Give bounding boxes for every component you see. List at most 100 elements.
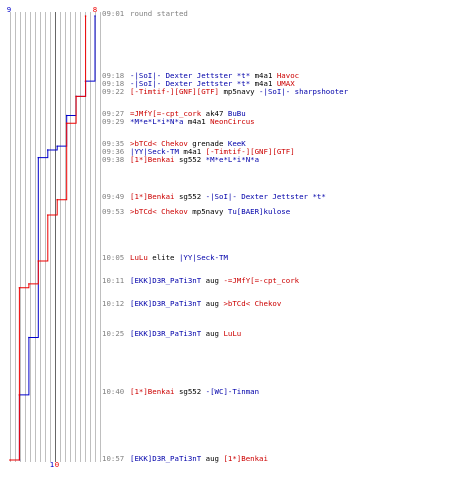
weapon-name: m4a1	[250, 71, 277, 80]
log-entry: 10:11 [EKK]D3R_PaTi3nT aug -=JMfY[=-cpt_c…	[102, 276, 300, 285]
log-message: LuLu elite |YY|Seck-TM	[130, 253, 228, 262]
player-name: [1*]Benkai	[130, 387, 175, 396]
red-team-score-line	[10, 16, 87, 461]
player-name: [1*]Benkai	[223, 454, 268, 463]
log-message: [1*]Benkai sg552 -|SoI|- Dexter Jettster…	[130, 192, 326, 201]
log-entry: 09:53 >bTCd< Chekov mp5navy Tu[BAER]kulos…	[102, 207, 291, 216]
player-name: =JMfY[=-cpt_cork	[130, 109, 202, 118]
log-timestamp: 10:25	[102, 329, 124, 338]
blue-score-point	[65, 114, 68, 117]
log-timestamp: 09:18	[102, 71, 124, 80]
player-name: [1*]Benkai	[130, 155, 175, 164]
log-message: >bTCd< Chekov mp5navy Tu[BAER]kulose	[130, 207, 291, 216]
red-score-point	[84, 15, 87, 17]
log-timestamp: 10:11	[102, 276, 124, 285]
log-entry: 09:18 -|SoI|- Dexter Jettster *t* m4a1 UM…	[102, 79, 295, 88]
log-entry: 10:57 [EKK]D3R_PaTi3nT aug [1*]Benkai	[102, 454, 268, 463]
log-entry: 09:49 [1*]Benkai sg552 -|SoI|- Dexter Jet…	[102, 192, 326, 201]
weapon-name: mp5navy	[219, 87, 259, 96]
player-name: |YY|Seck-TM	[130, 147, 179, 156]
log-message: [1*]Benkai sg552 *M*e*L*i*N*a	[130, 155, 259, 164]
log-timestamp: 09:35	[102, 139, 124, 148]
log-entry: 09:38 [1*]Benkai sg552 *M*e*L*i*N*a	[102, 155, 259, 164]
red-score-point	[9, 459, 11, 461]
player-name: *M*e*L*i*N*a	[130, 117, 183, 126]
log-timestamp: 09:01	[102, 9, 124, 18]
log-entry: 10:05 LuLu elite |YY|Seck-TM	[102, 253, 228, 262]
weapon-name: grenade	[188, 139, 228, 148]
weapon-name: sg552	[175, 155, 206, 164]
log-message: [1*]Benkai sg552 -[WC]-Tinman	[130, 387, 259, 396]
log-timestamp: 09:49	[102, 192, 124, 201]
red-score-point	[75, 95, 77, 98]
player-name: NeonCircus	[210, 117, 255, 126]
player-name: Tu[BAER]kulose	[228, 207, 291, 216]
blue-score-point	[94, 15, 96, 17]
log-entry: 09:27 =JMfY[=-cpt_cork ak47 BuBu	[102, 109, 246, 118]
weapon-name: mp5navy	[188, 207, 228, 216]
weapon-name: m4a1	[183, 117, 210, 126]
player-name: -|SoI|- Dexter Jettster *t*	[130, 71, 250, 80]
weapon-name: aug	[201, 276, 223, 285]
player-name: *M*e*L*i*N*a	[206, 155, 259, 164]
weapon-name: sg552	[175, 192, 206, 201]
blue-score-point	[56, 145, 59, 147]
weapon-name: ak47	[201, 109, 228, 118]
log-entry: 09:29 *M*e*L*i*N*a m4a1 NeonCircus	[102, 117, 255, 126]
log-entry: 10:25 [EKK]D3R_PaTi3nT aug LuLu	[102, 329, 241, 338]
player-name: >bTCd< Chekov	[130, 139, 188, 148]
log-timestamp: 09:53	[102, 207, 124, 216]
red-end-score: 0	[55, 460, 59, 469]
red-score-point	[37, 260, 40, 262]
weapon-name: aug	[201, 299, 223, 308]
player-name: [EKK]D3R_PaTi3nT	[130, 454, 202, 463]
player-name: Havoc	[277, 71, 299, 80]
log-timestamp: 10:12	[102, 299, 124, 308]
red-start-score: 8	[93, 5, 97, 14]
player-name: -|SoI|- Dexter Jettster *t*	[130, 79, 250, 88]
log-entry: 10:12 [EKK]D3R_PaTi3nT aug >bTCd< Chekov	[102, 299, 282, 308]
log-entry: 09:36 |YY|Seck-TM m4a1 [-Timtif-][GNF][GT…	[102, 147, 295, 156]
log-message: round started	[130, 9, 188, 18]
event-text: round started	[130, 9, 188, 18]
log-timestamp: 09:38	[102, 155, 124, 164]
log-message: =JMfY[=-cpt_cork ak47 BuBu	[130, 109, 246, 118]
weapon-name: sg552	[175, 387, 206, 396]
log-message: [-Timtif-][GNF][GTF] mp5navy -|SoI|- sha…	[130, 87, 349, 96]
player-name: [EKK]D3R_PaTi3nT	[130, 276, 202, 285]
log-timestamp: 09:36	[102, 147, 124, 156]
score-lines	[9, 15, 96, 461]
player-name: BuBu	[228, 109, 246, 118]
log-message: [EKK]D3R_PaTi3nT aug LuLu	[130, 329, 241, 338]
red-score-point	[65, 122, 68, 124]
weapon-name: m4a1	[179, 147, 206, 156]
player-name: >bTCd< Chekov	[130, 207, 188, 216]
player-name: -=JMfY[=-cpt_cork	[223, 276, 299, 285]
player-name: >bTCd< Chekov	[223, 299, 281, 308]
blue-score-point	[46, 149, 49, 151]
log-message: >bTCd< Chekov grenade KeeK	[130, 139, 246, 148]
red-score-point	[18, 394, 21, 396]
player-name: |YY|Seck-TM	[179, 253, 228, 262]
red-score-point	[56, 198, 59, 201]
log-timestamp: 09:29	[102, 117, 124, 126]
red-score-point	[18, 286, 21, 289]
player-name: -[WC]-Tinman	[206, 387, 259, 396]
log-timestamp: 10:40	[102, 387, 124, 396]
log-message: -|SoI|- Dexter Jettster *t* m4a1 Havoc	[130, 71, 299, 80]
log-message: [EKK]D3R_PaTi3nT aug [1*]Benkai	[130, 454, 268, 463]
player-name: [1*]Benkai	[130, 192, 175, 201]
player-name: -|SoI|- Dexter Jettster *t*	[206, 192, 326, 201]
log-timestamp: 09:18	[102, 79, 124, 88]
grid-lines	[10, 12, 101, 462]
log-message: [EKK]D3R_PaTi3nT aug >bTCd< Chekov	[130, 299, 282, 308]
log-entry: 10:40 [1*]Benkai sg552 -[WC]-Tinman	[102, 387, 259, 396]
log-entry: 09:22 [-Timtif-][GNF][GTF] mp5navy -|SoI|…	[102, 87, 349, 96]
log-timestamp: 09:27	[102, 109, 124, 118]
log-timestamp: 10:05	[102, 253, 124, 262]
player-name: [-Timtif-][GNF][GTF]	[206, 147, 295, 156]
blue-score-point	[28, 336, 30, 339]
player-name: LuLu	[223, 329, 241, 338]
log-timestamp: 10:57	[102, 454, 124, 463]
